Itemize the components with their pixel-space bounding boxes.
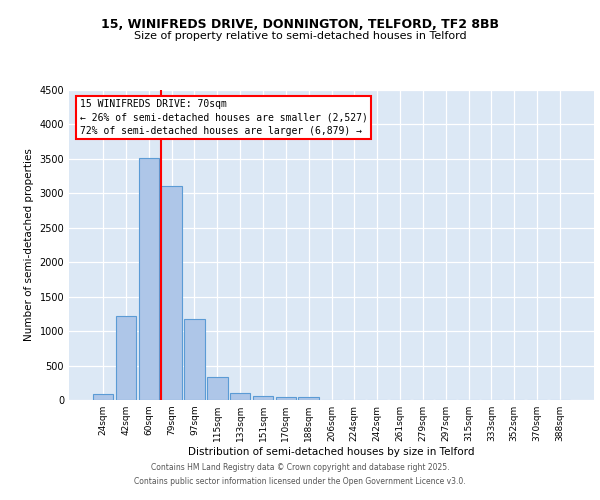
Bar	[298, 397, 319, 400]
Text: Contains HM Land Registry data © Crown copyright and database right 2025.: Contains HM Land Registry data © Crown c…	[151, 464, 449, 472]
Bar	[275, 397, 296, 400]
Bar	[207, 376, 227, 400]
Text: Size of property relative to semi-detached houses in Telford: Size of property relative to semi-detach…	[134, 31, 466, 41]
Bar	[253, 396, 273, 400]
Text: 15 WINIFREDS DRIVE: 70sqm
← 26% of semi-detached houses are smaller (2,527)
72% : 15 WINIFREDS DRIVE: 70sqm ← 26% of semi-…	[79, 100, 367, 136]
Bar	[139, 158, 159, 400]
Text: Contains public sector information licensed under the Open Government Licence v3: Contains public sector information licen…	[134, 477, 466, 486]
Bar	[161, 186, 182, 400]
Bar	[230, 393, 250, 400]
X-axis label: Distribution of semi-detached houses by size in Telford: Distribution of semi-detached houses by …	[188, 447, 475, 457]
Bar	[116, 316, 136, 400]
Bar	[93, 394, 113, 400]
Text: 15, WINIFREDS DRIVE, DONNINGTON, TELFORD, TF2 8BB: 15, WINIFREDS DRIVE, DONNINGTON, TELFORD…	[101, 18, 499, 30]
Y-axis label: Number of semi-detached properties: Number of semi-detached properties	[24, 148, 34, 342]
Bar	[184, 320, 205, 400]
